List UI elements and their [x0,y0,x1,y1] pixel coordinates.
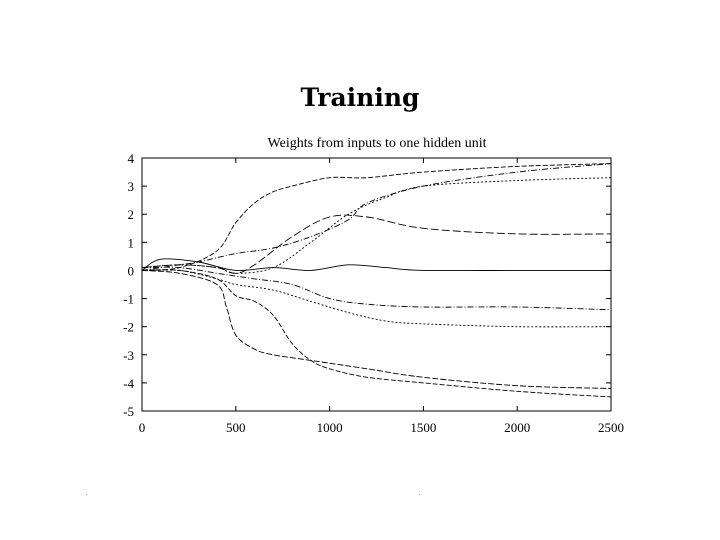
y-tick-label: 1 [128,235,135,250]
y-tick-label: -1 [123,292,134,307]
x-tick-label: 500 [226,420,246,435]
x-tick-label: 1000 [317,420,343,435]
plot-frame [141,157,612,412]
y-tick-label: 3 [128,179,135,194]
series-line-1 [141,163,612,271]
slide-title: Training [300,83,420,112]
y-tick-label: -5 [123,404,134,419]
stray-dot [419,494,420,495]
y-tick-label: 4 [128,151,135,166]
chart-title: Weights from inputs to one hidden unit [268,136,487,151]
x-tick-label: 1500 [410,420,436,435]
series-line-5 [141,258,611,272]
series-line-9 [141,269,612,389]
stray-dot [86,494,87,495]
y-tick-label: 0 [128,263,135,278]
y-tick-label: -4 [123,376,134,391]
series-line-2 [141,163,612,271]
y-tick-label: 2 [128,207,135,222]
series-line-6 [141,266,612,311]
series-layer [141,163,612,398]
x-tick-label: 2000 [504,420,530,435]
series-line-8 [141,269,612,398]
x-tick-label: 0 [139,420,146,435]
series-line-4 [141,214,612,274]
y-tick-label: -2 [123,320,134,335]
series-line-7 [141,269,612,328]
y-tick-label: -3 [123,348,134,363]
ticks-layer: 0 500 1000 1500 2000 2500 4 3 2 1 0 -1 -2 -3 -4 -5 [123,151,624,435]
x-tick-label: 2500 [598,420,624,435]
